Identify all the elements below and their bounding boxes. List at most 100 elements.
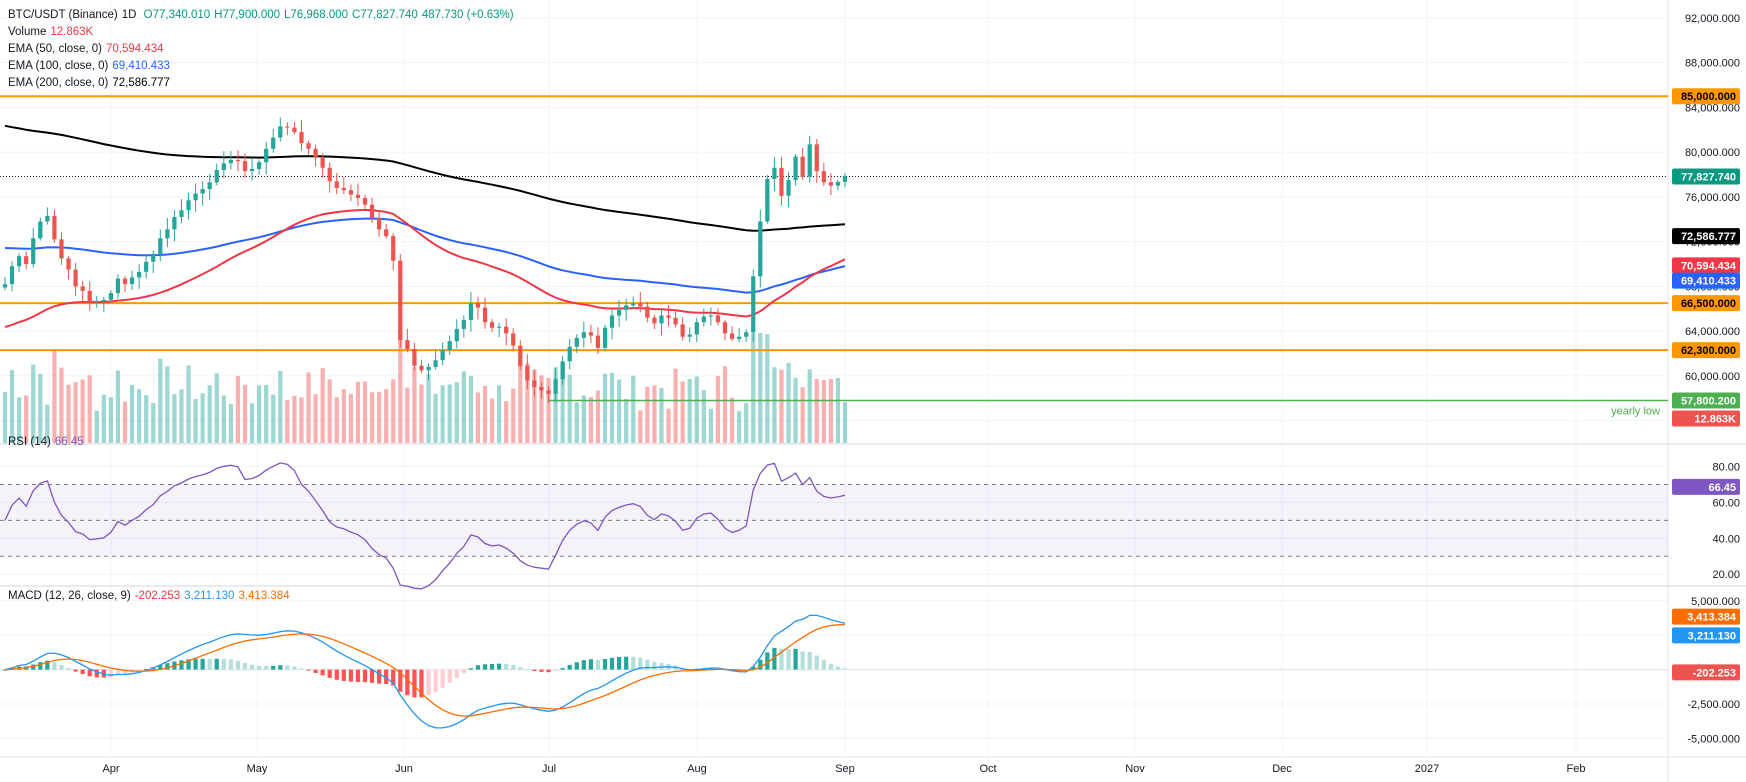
candle-body (708, 315, 713, 317)
candle-body (489, 322, 495, 328)
macd-histogram-bar (511, 664, 516, 670)
candle-body (574, 337, 579, 347)
macd-histogram-bar (377, 669, 382, 684)
macd-histogram-bar (624, 656, 629, 670)
macd-histogram-bar (553, 669, 558, 671)
candle-body (384, 229, 389, 237)
candle-body (532, 380, 537, 388)
candle-body (751, 276, 756, 333)
volume-bar (772, 367, 777, 443)
yearly-low-price-label: 57,800.200 (1681, 395, 1736, 407)
candle-body (242, 161, 248, 172)
macd-histogram-bar (66, 668, 71, 670)
candle-body (821, 171, 826, 183)
macd-histogram-bar (807, 651, 812, 670)
volume-bar (235, 376, 241, 443)
time-tick-label: May (247, 763, 268, 775)
candle-body (186, 200, 191, 211)
macd-legend-hist: -202.253 (134, 590, 181, 602)
macd-histogram-bar (144, 669, 149, 671)
volume-bar (786, 362, 791, 443)
candle-body (482, 307, 488, 323)
volume-bar (715, 376, 721, 443)
volume-bar (560, 367, 565, 443)
volume-bar (144, 395, 149, 443)
volume-bar (609, 372, 615, 443)
macd-histogram-bar (617, 657, 622, 670)
macd-histogram-bar (518, 667, 523, 670)
macd-histogram-bar (235, 660, 241, 670)
volume-bar (821, 379, 826, 443)
candle-body (842, 176, 848, 182)
macd-histogram-bar (560, 668, 565, 670)
macd-histogram-bar (461, 669, 466, 674)
candle-body (779, 167, 784, 196)
candle-body (793, 156, 798, 181)
candle-body (165, 229, 170, 239)
volume-bar (835, 377, 841, 443)
volume-legend-label: Volume (8, 26, 47, 38)
volume-bar (624, 398, 629, 443)
candle-body (17, 256, 22, 267)
candle-body (348, 190, 353, 195)
macd-histogram-bar (221, 658, 226, 670)
candle-body (497, 326, 502, 328)
candle-body (214, 170, 219, 183)
time-tick-label: Nov (1125, 763, 1145, 775)
candle-body (398, 260, 403, 341)
candle-body (701, 316, 706, 323)
macd-histogram-bar (115, 669, 121, 675)
rsi-legend-label: RSI (14) (8, 436, 51, 448)
candle-body (108, 293, 113, 300)
macd-histogram-bar (631, 656, 636, 670)
volume-bar (631, 375, 636, 443)
candle-body (617, 309, 622, 316)
macd-histogram-bar (588, 659, 593, 670)
macd-legend-signal: 3,413.384 (238, 590, 290, 602)
macd-hist-label-bg (1672, 664, 1740, 681)
macd-legend: MACD (12, 26, close, 9) -202.253 3,211.130… (8, 590, 294, 602)
price-tick-label: 76,000.000 (1685, 192, 1740, 204)
macd-histogram-bar (835, 666, 841, 670)
candle-body (80, 286, 85, 291)
candle-body (511, 333, 516, 346)
time-tick-label: Jun (395, 763, 413, 775)
candle-body (52, 215, 57, 240)
volume-bar (207, 385, 212, 443)
volume-bar (369, 392, 375, 443)
volume-legend: Volume 12.863K (8, 26, 97, 38)
volume-bar (461, 371, 466, 443)
candle-body (327, 167, 332, 182)
yearly-low-annotation: yearly low (1611, 405, 1660, 417)
volume-bar (800, 387, 805, 443)
macd-histogram-bar (369, 669, 375, 683)
volume-bar (751, 333, 756, 443)
volume-value-label-bg (1672, 410, 1740, 427)
volume-bar (38, 373, 43, 443)
candle-body (87, 290, 92, 303)
candle-body (362, 198, 368, 205)
rsi-value-label: 66.45 (1708, 482, 1736, 494)
volume-bar (278, 370, 283, 443)
candle-body (200, 189, 205, 194)
volume-bar (377, 391, 382, 443)
volume-bar (137, 389, 142, 443)
volume-bar (158, 358, 163, 443)
ema50-legend-value: 70,594.434 (105, 43, 164, 55)
candle-body (687, 334, 692, 337)
ema100-legend-value: 69,410.433 (112, 60, 170, 72)
ema200-legend: EMA (200, close, 0) 72,586.777 (8, 77, 174, 89)
candle-body (405, 340, 410, 350)
volume-bar (475, 392, 481, 443)
candle-body (137, 271, 142, 278)
volume-bar (489, 398, 495, 443)
rsi-legend-value: 66.45 (54, 436, 84, 448)
rsi-tick-label: 20.00 (1712, 569, 1740, 581)
ema200-legend-label: EMA (200, close, 0) (8, 77, 109, 89)
ema200-price-label-bg (1672, 228, 1740, 245)
symbol-legend: BTC/USDT (Binance) 1D O77,340.010 H77,900.… (8, 9, 518, 21)
last-price-label: 77,827.740 (1681, 171, 1736, 183)
level-62300-label-bg (1672, 342, 1740, 359)
volume-bar (567, 374, 572, 443)
